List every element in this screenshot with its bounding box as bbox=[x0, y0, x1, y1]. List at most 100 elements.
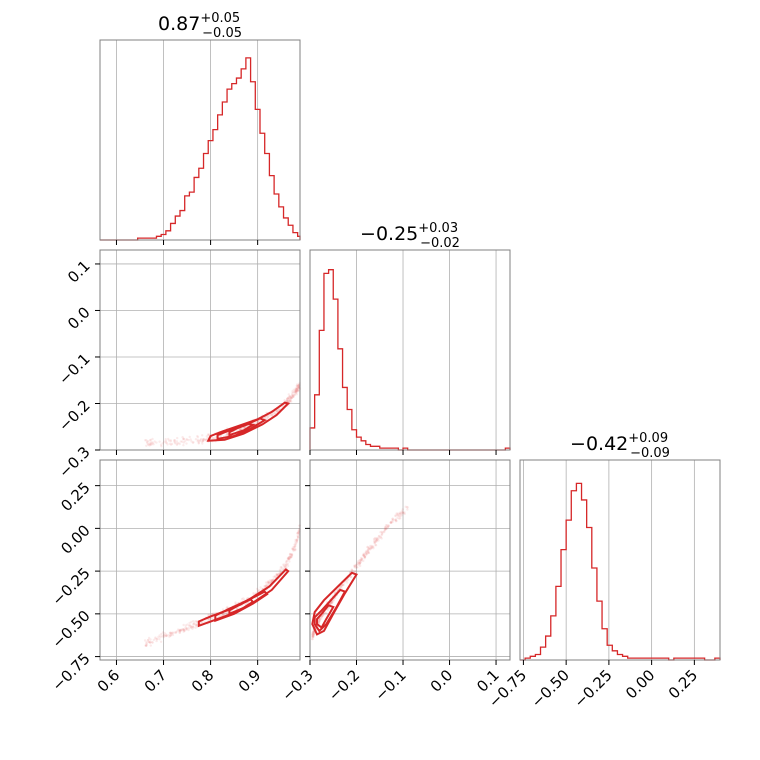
scatter-point bbox=[290, 556, 293, 559]
scatter-point bbox=[363, 555, 366, 558]
scatter-point bbox=[353, 564, 356, 567]
scatter-point bbox=[379, 536, 382, 539]
scatter-point bbox=[291, 393, 294, 396]
scatter-point bbox=[394, 520, 398, 523]
scatter-point bbox=[279, 566, 282, 569]
scatter-point bbox=[144, 644, 147, 647]
scatter-point bbox=[311, 635, 314, 639]
scatter-point bbox=[366, 551, 370, 554]
scatter-point bbox=[165, 634, 168, 638]
scatter-point bbox=[182, 444, 185, 447]
scatter-point bbox=[394, 514, 397, 517]
scatter-point bbox=[289, 553, 292, 556]
scatter-point bbox=[185, 438, 188, 441]
scatter-point bbox=[379, 536, 382, 539]
scatter-point bbox=[296, 532, 299, 535]
scatter-point bbox=[264, 584, 268, 587]
scatter-point bbox=[297, 388, 300, 392]
hist-0-title-minus: −0.05 bbox=[202, 26, 242, 41]
scatter-point bbox=[269, 414, 272, 417]
scatter-point bbox=[225, 433, 228, 437]
x-tick-label-2-2: −0.25 bbox=[570, 666, 615, 711]
scatter-point bbox=[330, 601, 333, 605]
scatter-point bbox=[146, 443, 150, 446]
scatter-point bbox=[202, 438, 205, 441]
scatter-point bbox=[293, 549, 297, 552]
scatter-point bbox=[289, 555, 292, 559]
scatter-point bbox=[335, 589, 339, 592]
scatter-point bbox=[195, 623, 199, 627]
scatter-point bbox=[290, 555, 294, 558]
scatter-point bbox=[375, 538, 378, 542]
scatter-point bbox=[357, 561, 361, 564]
scatter-point bbox=[182, 437, 186, 441]
scatter-point bbox=[289, 397, 293, 400]
scatter-point bbox=[295, 389, 298, 393]
scatter-point bbox=[149, 638, 152, 641]
scatter-point bbox=[311, 631, 315, 634]
scatter-point bbox=[186, 623, 189, 626]
scatter-point bbox=[375, 540, 378, 543]
scatter-point bbox=[360, 559, 363, 563]
scatter-point bbox=[358, 562, 361, 565]
scatter-point bbox=[360, 558, 364, 561]
scatter-point bbox=[202, 438, 206, 441]
scatter-point bbox=[218, 614, 221, 617]
scatter-point bbox=[376, 538, 379, 541]
scatter-point bbox=[155, 638, 158, 641]
scatter-point bbox=[380, 532, 384, 535]
scatter-point bbox=[340, 584, 344, 587]
scatter-point bbox=[398, 515, 402, 518]
scatter-point bbox=[192, 620, 195, 623]
scatter-point bbox=[319, 617, 323, 621]
scatter-point bbox=[224, 612, 227, 615]
scatter-point bbox=[187, 628, 190, 632]
scatter-point bbox=[159, 635, 162, 639]
scatter-point bbox=[397, 512, 400, 515]
scatter-point bbox=[179, 440, 183, 443]
hist-1-title-median: −0.25 bbox=[360, 223, 418, 245]
scatter-point bbox=[149, 644, 152, 647]
scatter-point bbox=[290, 553, 294, 556]
scatter-point bbox=[258, 588, 261, 592]
scatter-point bbox=[284, 564, 287, 567]
scatter-point bbox=[169, 633, 173, 637]
scatter-point bbox=[168, 442, 172, 445]
scatter-point bbox=[173, 439, 177, 442]
scatter-point bbox=[293, 548, 296, 551]
scatter-point bbox=[373, 541, 377, 545]
hist-2-title-minus: −0.09 bbox=[630, 446, 670, 461]
panel-1-ytick-label-2: −0.25 bbox=[48, 564, 93, 609]
scatter-point bbox=[175, 443, 179, 447]
scatter-point bbox=[288, 552, 292, 556]
scatter-point bbox=[152, 638, 155, 642]
scatter-point bbox=[363, 555, 367, 559]
scatter-point bbox=[396, 512, 399, 515]
scatter-point bbox=[194, 438, 198, 441]
scatter-point bbox=[291, 547, 295, 551]
scatter-point bbox=[294, 540, 297, 544]
x-tick-label-0-1: 0.7 bbox=[141, 666, 171, 696]
scatter-point bbox=[399, 517, 402, 520]
scatter-point bbox=[289, 556, 292, 559]
scatter-point bbox=[283, 563, 286, 566]
hist-panel-0: 0.87+0.05 −0.05 bbox=[99, 11, 301, 245]
scatter-point bbox=[182, 437, 185, 440]
scatter-point bbox=[152, 443, 155, 446]
scatter-point bbox=[364, 554, 367, 557]
scatter-point bbox=[288, 399, 291, 403]
scatter-point bbox=[161, 442, 164, 445]
scatter-point bbox=[401, 511, 404, 514]
scatter-point bbox=[176, 628, 180, 631]
scatter-point bbox=[188, 435, 191, 439]
scatter-point bbox=[182, 628, 186, 631]
scatter-point bbox=[166, 443, 169, 446]
scatter-point bbox=[165, 634, 168, 637]
scatter-point bbox=[359, 558, 362, 562]
scatter-point bbox=[287, 557, 290, 561]
scatter-point bbox=[213, 436, 216, 440]
scatter-point bbox=[318, 617, 321, 621]
scatter-point bbox=[226, 605, 229, 609]
scatter-point bbox=[295, 389, 299, 393]
scatter-point bbox=[367, 546, 371, 549]
